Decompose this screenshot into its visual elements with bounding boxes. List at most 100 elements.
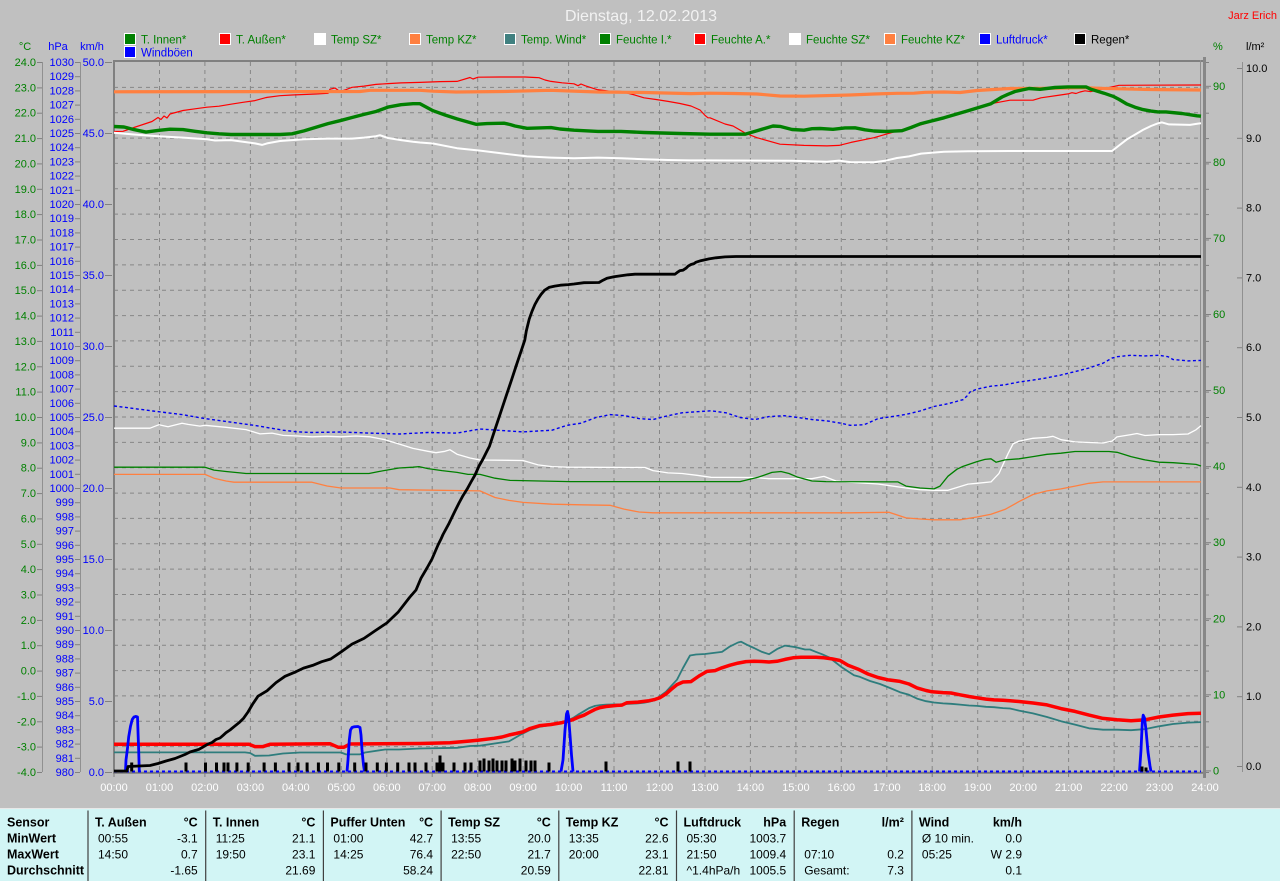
svg-text:21.69: 21.69 xyxy=(285,863,315,877)
svg-text:20:00: 20:00 xyxy=(1009,782,1037,794)
svg-text:90: 90 xyxy=(1213,81,1225,93)
svg-text:19:00: 19:00 xyxy=(964,782,992,794)
svg-text:1009: 1009 xyxy=(50,355,74,367)
svg-text:°C: °C xyxy=(537,816,551,830)
svg-text:986: 986 xyxy=(56,682,74,694)
svg-text:hPa: hPa xyxy=(48,41,68,53)
svg-text:0.7: 0.7 xyxy=(181,848,198,862)
svg-text:20.0: 20.0 xyxy=(83,483,104,495)
svg-text:24:00: 24:00 xyxy=(1191,782,1219,794)
svg-text:°C: °C xyxy=(654,816,668,830)
svg-text:80: 80 xyxy=(1213,157,1225,169)
svg-text:13:00: 13:00 xyxy=(691,782,719,794)
svg-text:25.0: 25.0 xyxy=(83,412,104,424)
svg-text:1014: 1014 xyxy=(50,284,74,296)
svg-text:997: 997 xyxy=(56,526,74,538)
svg-text:1027: 1027 xyxy=(50,100,74,112)
svg-text:-3.1: -3.1 xyxy=(177,832,198,846)
svg-text:MaxWert: MaxWert xyxy=(7,848,60,862)
svg-text:04:00: 04:00 xyxy=(282,782,310,794)
svg-text:-1.0: -1.0 xyxy=(17,691,36,703)
svg-text:14:00: 14:00 xyxy=(737,782,765,794)
svg-text:988: 988 xyxy=(56,653,74,665)
svg-text:T. Innen: T. Innen xyxy=(213,816,260,830)
svg-text:00:55: 00:55 xyxy=(98,832,128,846)
svg-text:1007: 1007 xyxy=(50,384,74,396)
svg-text:00:00: 00:00 xyxy=(100,782,128,794)
svg-text:30: 30 xyxy=(1213,537,1225,549)
svg-text:0.0: 0.0 xyxy=(1246,761,1261,773)
svg-text:40: 40 xyxy=(1213,461,1225,473)
svg-text:19.0: 19.0 xyxy=(15,184,36,196)
svg-text:Feuchte SZ*: Feuchte SZ* xyxy=(806,35,870,47)
svg-text:9.0: 9.0 xyxy=(21,437,36,449)
svg-text:13:35: 13:35 xyxy=(569,832,599,846)
svg-text:1029: 1029 xyxy=(50,71,74,83)
svg-text:21.0: 21.0 xyxy=(15,133,36,145)
svg-text:07:10: 07:10 xyxy=(804,848,834,862)
svg-text:980: 980 xyxy=(56,767,74,779)
svg-text:Gesamt:: Gesamt: xyxy=(804,863,849,877)
svg-text:8.0: 8.0 xyxy=(21,463,36,475)
svg-text:42.7: 42.7 xyxy=(410,832,434,846)
svg-text:Feuchte A.*: Feuchte A.* xyxy=(711,35,771,47)
svg-text:30.0: 30.0 xyxy=(83,341,104,353)
svg-text:20.0: 20.0 xyxy=(15,158,36,170)
svg-text:2.0: 2.0 xyxy=(21,615,36,627)
svg-text:1004: 1004 xyxy=(50,426,74,438)
svg-text:15:00: 15:00 xyxy=(782,782,810,794)
svg-text:1010: 1010 xyxy=(50,341,74,353)
svg-text:1022: 1022 xyxy=(50,171,74,183)
svg-text:01:00: 01:00 xyxy=(333,832,363,846)
svg-text:22:50: 22:50 xyxy=(451,848,481,862)
svg-text:10.0: 10.0 xyxy=(83,625,104,637)
svg-text:983: 983 xyxy=(56,724,74,736)
svg-text:13.0: 13.0 xyxy=(15,336,36,348)
svg-text:5.0: 5.0 xyxy=(1246,412,1261,424)
svg-text:981: 981 xyxy=(56,753,74,765)
svg-text:km/h: km/h xyxy=(993,816,1022,830)
svg-text:T. Außen*: T. Außen* xyxy=(236,35,286,47)
svg-text:35.0: 35.0 xyxy=(83,270,104,282)
svg-text:5.0: 5.0 xyxy=(21,539,36,551)
svg-text:14.0: 14.0 xyxy=(15,311,36,323)
svg-text:3.0: 3.0 xyxy=(1246,552,1261,564)
svg-text:7.3: 7.3 xyxy=(887,863,904,877)
svg-text:20:00: 20:00 xyxy=(569,848,599,862)
svg-text:08:00: 08:00 xyxy=(464,782,492,794)
svg-text:23:00: 23:00 xyxy=(1146,782,1174,794)
svg-text:21.7: 21.7 xyxy=(527,848,551,862)
svg-text:07:00: 07:00 xyxy=(418,782,446,794)
svg-text:Durchschnitt: Durchschnitt xyxy=(7,863,85,877)
svg-text:6.0: 6.0 xyxy=(21,513,36,525)
svg-text:Dienstag, 12.02.2013: Dienstag, 12.02.2013 xyxy=(565,8,717,25)
svg-text:23.1: 23.1 xyxy=(645,848,669,862)
svg-text:58.24: 58.24 xyxy=(403,863,433,877)
svg-text:21.1: 21.1 xyxy=(292,832,316,846)
svg-text:-3.0: -3.0 xyxy=(17,742,36,754)
svg-text:982: 982 xyxy=(56,739,74,751)
svg-text:4.0: 4.0 xyxy=(21,564,36,576)
svg-text:0: 0 xyxy=(1213,765,1219,777)
svg-text:1005: 1005 xyxy=(50,412,74,424)
svg-text:06:00: 06:00 xyxy=(373,782,401,794)
svg-text:1000: 1000 xyxy=(50,483,74,495)
svg-text:-4.0: -4.0 xyxy=(17,767,36,779)
svg-text:1021: 1021 xyxy=(50,185,74,197)
svg-text:02:00: 02:00 xyxy=(191,782,219,794)
svg-text:1023: 1023 xyxy=(50,156,74,168)
svg-text:°C: °C xyxy=(419,816,433,830)
svg-text:Feuchte KZ*: Feuchte KZ* xyxy=(901,35,965,47)
svg-text:km/h: km/h xyxy=(80,41,104,53)
svg-text:Puffer Unten: Puffer Unten xyxy=(330,816,405,830)
svg-text:50: 50 xyxy=(1213,385,1225,397)
svg-text:Temp KZ: Temp KZ xyxy=(566,816,619,830)
svg-text:1.0: 1.0 xyxy=(1246,691,1261,703)
svg-text:0.1: 0.1 xyxy=(1005,863,1022,877)
svg-text:°C: °C xyxy=(301,816,315,830)
svg-text:Luftdruck*: Luftdruck* xyxy=(996,35,1048,47)
svg-text:Wind: Wind xyxy=(919,816,949,830)
svg-text:0.0: 0.0 xyxy=(21,666,36,678)
svg-text:8.0: 8.0 xyxy=(1246,203,1261,215)
svg-text:1019: 1019 xyxy=(50,213,74,225)
